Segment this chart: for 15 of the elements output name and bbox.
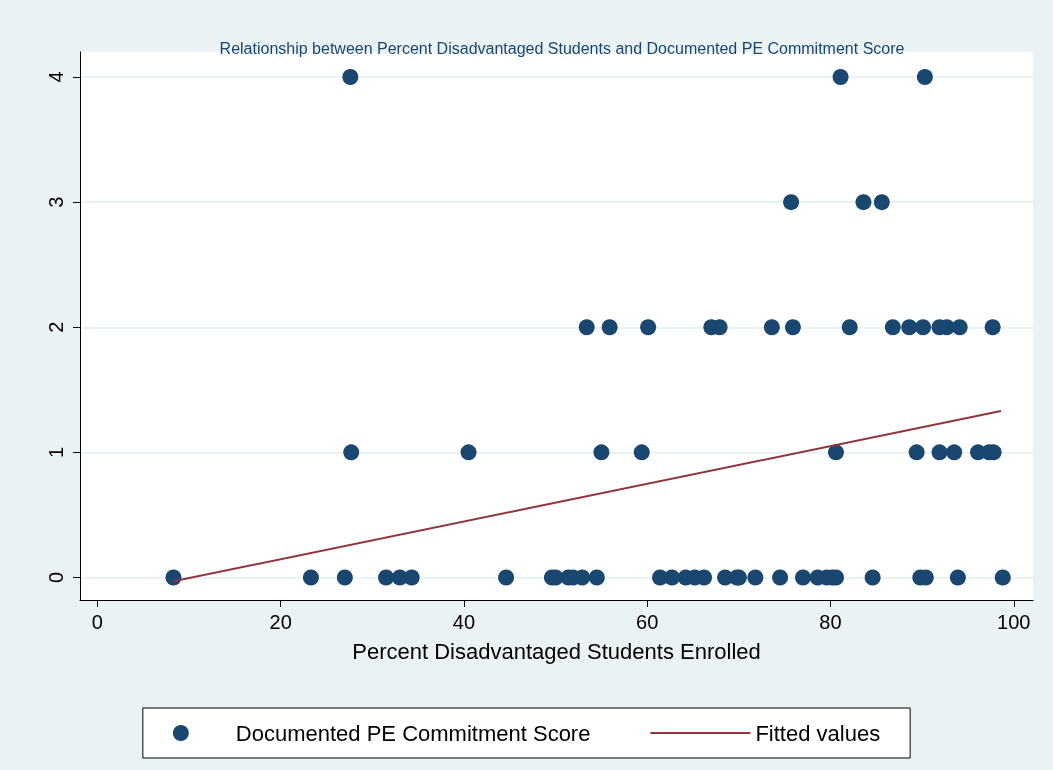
x-tick-label: 0 [91, 611, 103, 633]
x-tick-label: 100 [997, 611, 1031, 633]
legend-label: Fitted values [755, 720, 881, 746]
legend-label: Documented PE Commitment Score [235, 720, 591, 746]
x-axis-title: Percent Disadvantaged Students Enrolled [352, 638, 761, 664]
x-tick-label: 80 [819, 611, 842, 633]
y-tick-label: 0 [45, 571, 67, 584]
y-tick-label: 2 [45, 321, 67, 333]
x-tick-label: 60 [636, 611, 659, 633]
y-tick-label: 4 [45, 71, 67, 83]
chart-title: Relationship between Percent Disadvantaged Students and Documented PE Commitment Score [219, 39, 905, 57]
x-tick-label: 40 [452, 611, 476, 633]
x-tick-label: 20 [269, 611, 292, 633]
y-tick-label: 1 [45, 446, 67, 458]
y-tick-label: 3 [45, 196, 67, 208]
